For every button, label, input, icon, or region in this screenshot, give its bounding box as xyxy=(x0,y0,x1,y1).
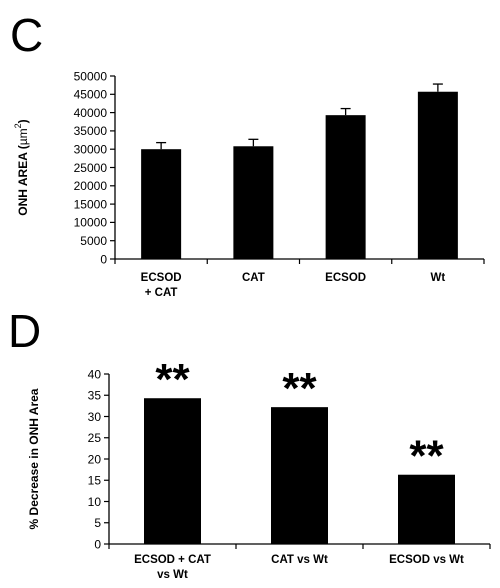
x-tick-label: ECSOD vs Wt xyxy=(389,554,464,566)
x-tick-label: CAT xyxy=(242,272,265,284)
x-tick-label: ECSOD + CAT vs Wt xyxy=(134,554,211,581)
y-tick-label: 45000 xyxy=(74,88,108,102)
y-tick-label: 40000 xyxy=(74,106,108,120)
bar xyxy=(144,398,201,544)
x-tick-label: CAT vs Wt xyxy=(271,554,328,566)
y-tick-label: 30000 xyxy=(74,143,108,157)
y-tick-label: 25000 xyxy=(74,161,108,175)
bar xyxy=(233,146,274,259)
y-tick-label: 5 xyxy=(94,516,101,530)
y-tick-label: 5000 xyxy=(80,234,107,248)
y-tick-label: 30 xyxy=(88,410,102,424)
x-tick-label: ECSOD + CAT xyxy=(141,272,182,299)
y-tick-label: 35000 xyxy=(74,124,108,138)
significance-label: ** xyxy=(155,355,190,404)
bar xyxy=(417,91,458,259)
y-axis-title: % Decrease in ONH Area xyxy=(27,388,41,529)
bar xyxy=(398,474,455,544)
panel-letter-d: D xyxy=(8,305,41,357)
y-tick-label: 35 xyxy=(88,389,102,403)
y-tick-label: 10 xyxy=(88,495,102,509)
y-axis-title: ONH AREA (µm2) xyxy=(13,119,30,215)
bar xyxy=(271,407,328,544)
bar xyxy=(141,149,182,259)
y-tick-label: 0 xyxy=(94,537,101,551)
y-tick-label: 10000 xyxy=(74,216,108,230)
chart-onh-area: 0 5000 10000 15000 20000 25000 30000 35000 40000… xyxy=(13,69,485,299)
bar xyxy=(325,115,366,259)
panel-letter-c: C xyxy=(10,9,43,61)
y-tick-label: 15000 xyxy=(74,197,108,211)
x-tick-label: Wt xyxy=(431,272,446,284)
y-tick-label: 0 xyxy=(100,252,107,266)
y-tick-label: 20 xyxy=(88,452,102,466)
y-tick-label: 20000 xyxy=(74,179,108,193)
chart-percent-decrease: 0 5 10 15 20 25 30 35 40 ** ** ** ECSOD + CAT vs Wt CA… xyxy=(27,355,491,581)
y-tick-label: 40 xyxy=(88,367,102,381)
x-tick-label: ECSOD xyxy=(325,272,366,284)
significance-label: ** xyxy=(409,432,444,481)
significance-label: ** xyxy=(282,364,317,413)
y-tick-label: 50000 xyxy=(74,69,108,83)
y-tick-label: 25 xyxy=(88,431,102,445)
y-tick-label: 15 xyxy=(88,474,102,488)
